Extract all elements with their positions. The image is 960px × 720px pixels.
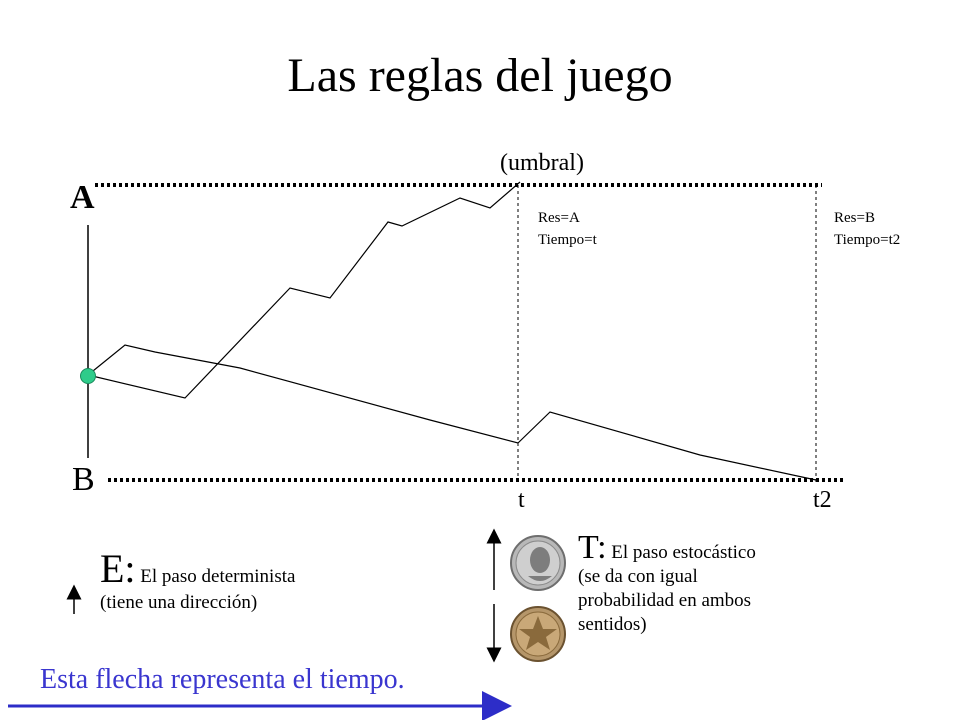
t-line-1: El paso estocástico (606, 542, 756, 563)
start-point (80, 368, 96, 384)
e-line-1: El paso determinista (135, 566, 296, 587)
t-line-3: probabilidad en ambos (578, 590, 752, 611)
umbral-label: (umbral) (500, 150, 584, 176)
label-a: A (70, 179, 95, 216)
path-to-a (87, 181, 521, 399)
e-heading: E: (100, 546, 136, 591)
stochastic-step-description: T: El paso estocástico (se da con igual … (578, 531, 818, 637)
e-line-2: (tiene una dirección) (100, 592, 258, 613)
res-a-label: Res=A (538, 210, 580, 226)
label-t2: t2 (813, 487, 832, 513)
res-b-label: Res=B (834, 210, 875, 226)
tiempo-t-label: Tiempo=t (538, 232, 598, 248)
time-arrow-caption: Esta flecha representa el tiempo. (40, 664, 405, 695)
t-line-4: sentidos) (578, 614, 647, 635)
page-title: Las reglas del juego (287, 49, 673, 102)
tiempo-t2-label: Tiempo=t2 (834, 232, 900, 248)
t-line-2: (se da con igual (578, 566, 698, 587)
label-b: B (72, 461, 95, 498)
deterministic-step-description: E: El paso determinista (tiene una direc… (100, 549, 296, 616)
label-t: t (518, 487, 525, 513)
t-heading: T: (578, 529, 607, 566)
coin-heads-icon (510, 535, 566, 591)
path-to-b (87, 344, 817, 481)
coin-tails-icon (510, 606, 566, 662)
